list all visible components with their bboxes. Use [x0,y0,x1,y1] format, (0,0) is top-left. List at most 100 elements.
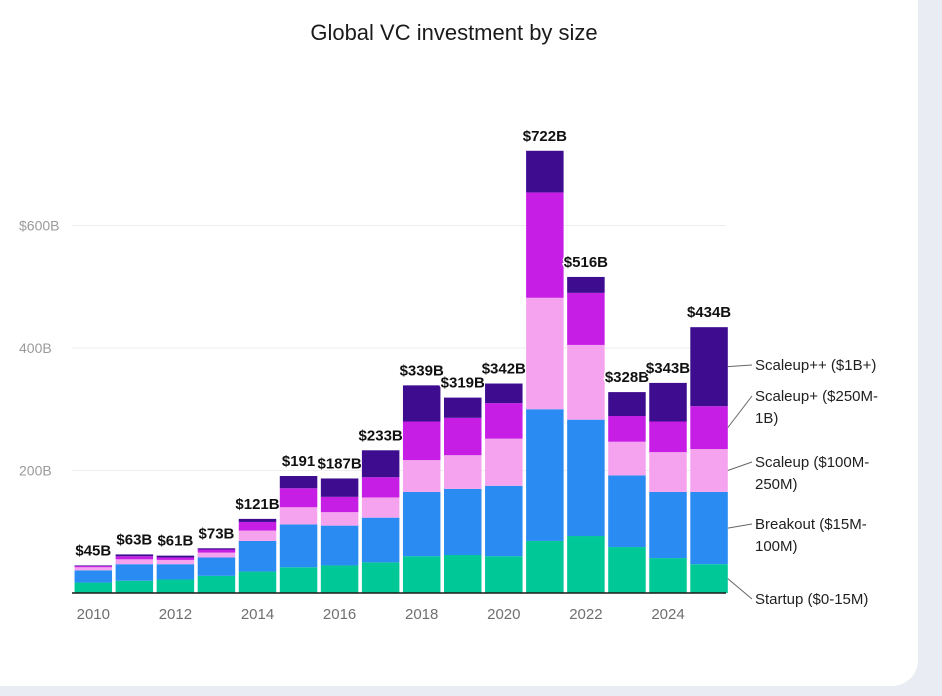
bar-segment-2015-s3 [279,488,318,508]
bar-segment-2010-s1 [74,570,113,583]
bar-segment-2024-s2 [649,452,687,492]
bar-segment-2011-s4 [115,554,154,557]
total-label-2024: $343B [646,360,690,377]
bar-segment-2013-s2 [197,552,236,558]
legend-label-2-line0: Scaleup ($100M- [755,454,869,471]
bar-segment-2021-s1 [526,409,564,541]
legend-leader-4 [727,364,753,368]
bar-segment-2010-s2 [74,567,113,571]
bar-segment-2012-s3 [156,557,195,560]
chart-title: Global VC investment by size [310,20,598,45]
bar-segment-2012-s2 [156,559,195,565]
bar-segment-2025-s0 [690,564,728,593]
bar-segment-2021-s3 [526,192,564,298]
total-label-2017: $233B [359,427,403,444]
bar-segment-2011-s0 [115,580,154,593]
bar-segment-2020-s1 [485,485,523,557]
bar-segment-2018-s1 [402,491,441,557]
bar-segment-2015-s0 [279,567,318,593]
bar-segment-2025-s4 [690,327,728,407]
bar-segment-2012-s1 [156,564,195,580]
bar-segment-2013-s0 [197,575,236,593]
bar-segment-2019-s3 [444,417,482,456]
bar-segment-2017-s2 [361,497,400,518]
bar-segment-2016-s1 [320,525,359,566]
bar-segment-2017-s3 [361,477,400,498]
bar-segment-2013-s3 [197,549,236,553]
legend-leader-1 [727,523,753,529]
bar-segment-2018-s3 [402,421,441,461]
x-tick-label-2016: 2016 [323,606,356,623]
bar-segment-2016-s0 [320,565,359,593]
legend-label-2-line1: 250M) [755,476,798,493]
bar-segment-2016-s4 [320,478,359,497]
bar-segment-2022-s1 [567,419,605,537]
bar-segment-2017-s0 [361,562,400,593]
bar-segment-2025-s2 [690,449,728,492]
bar-segment-2023-s2 [608,441,646,476]
bar-segment-2018-s2 [402,460,441,492]
bar-segment-2019-s1 [444,488,482,556]
bar-segment-2010-s3 [74,566,113,568]
legend-label-3-line1: 1B) [755,410,778,427]
bar-segment-2013-s4 [197,548,236,550]
bar-segment-2010-s4 [74,565,113,567]
bar-segment-2017-s4 [361,450,400,478]
y-tick-label-600: $600B [19,218,59,234]
legend-label-3-line0: Scaleup+ ($250M- [755,388,878,405]
bar-segment-2015-s2 [279,507,318,525]
bar-segment-2024-s4 [649,382,687,422]
x-tick-label-2014: 2014 [241,606,274,623]
bar-segment-2016-s2 [320,512,359,526]
bar-segment-2011-s1 [115,564,154,581]
total-label-2016: $187B [317,455,361,472]
x-tick-label-2010: 2010 [77,606,110,623]
bar-segment-2022-s3 [567,292,605,345]
bar-segment-2016-s3 [320,496,359,513]
bar-segment-2025-s1 [690,491,728,565]
bar-segment-2023-s4 [608,392,646,416]
x-tick-label-2018: 2018 [405,606,438,623]
bar-segment-2025-s3 [690,406,728,450]
total-label-2019: $319B [441,375,485,392]
legend-leader-2 [727,461,753,471]
bar-segment-2013-s1 [197,557,236,576]
y-tick-label-400: 400B [19,340,52,356]
legend-label-0-line0: Startup ($0-15M) [755,591,868,608]
total-label-2014: $121B [235,496,279,513]
x-tick-label-2022: 2022 [569,606,602,623]
y-tick-label-200: 200B [19,463,52,479]
total-label-2020: $342B [482,361,526,378]
bar-segment-2017-s1 [361,517,400,563]
total-label-2018: $339B [400,362,444,379]
total-label-2012: $61B [157,533,193,550]
bar-segment-2024-s1 [649,491,687,559]
legend-label-4-line0: Scaleup++ ($1B+) [755,357,876,374]
bar-segment-2019-s4 [444,397,482,418]
bar-segment-2019-s2 [444,455,482,489]
bar-segment-2020-s4 [485,383,523,404]
legend-leader-3 [727,395,753,428]
bar-segment-2022-s0 [567,536,605,593]
total-label-2010: $45B [75,542,111,559]
bar-segment-2020-s3 [485,403,523,439]
bar-segment-2018-s0 [402,556,441,593]
legend-leader-0 [727,578,753,600]
total-label-2025: $434B [687,304,731,321]
bar-segment-2020-s0 [485,556,523,593]
bar-segment-2014-s1 [238,540,277,572]
bar-segment-2015-s1 [279,524,318,568]
bar-segment-2023-s0 [608,547,646,593]
x-tick-label-2012: 2012 [159,606,192,623]
bar-segment-2022-s4 [567,276,605,293]
bar-segment-2014-s0 [238,571,277,593]
bar-segment-2015-s4 [279,476,318,489]
bar-segment-2021-s2 [526,297,564,410]
total-label-2011: $63B [116,531,152,548]
total-label-2013: $73B [199,525,235,542]
bar-segment-2014-s4 [238,518,277,522]
bar-segment-2021-s4 [526,150,564,193]
legend-label-1-line1: 100M) [755,538,798,555]
legend-label-1-line0: Breakout ($15M- [755,516,867,533]
bar-segment-2021-s0 [526,540,564,593]
